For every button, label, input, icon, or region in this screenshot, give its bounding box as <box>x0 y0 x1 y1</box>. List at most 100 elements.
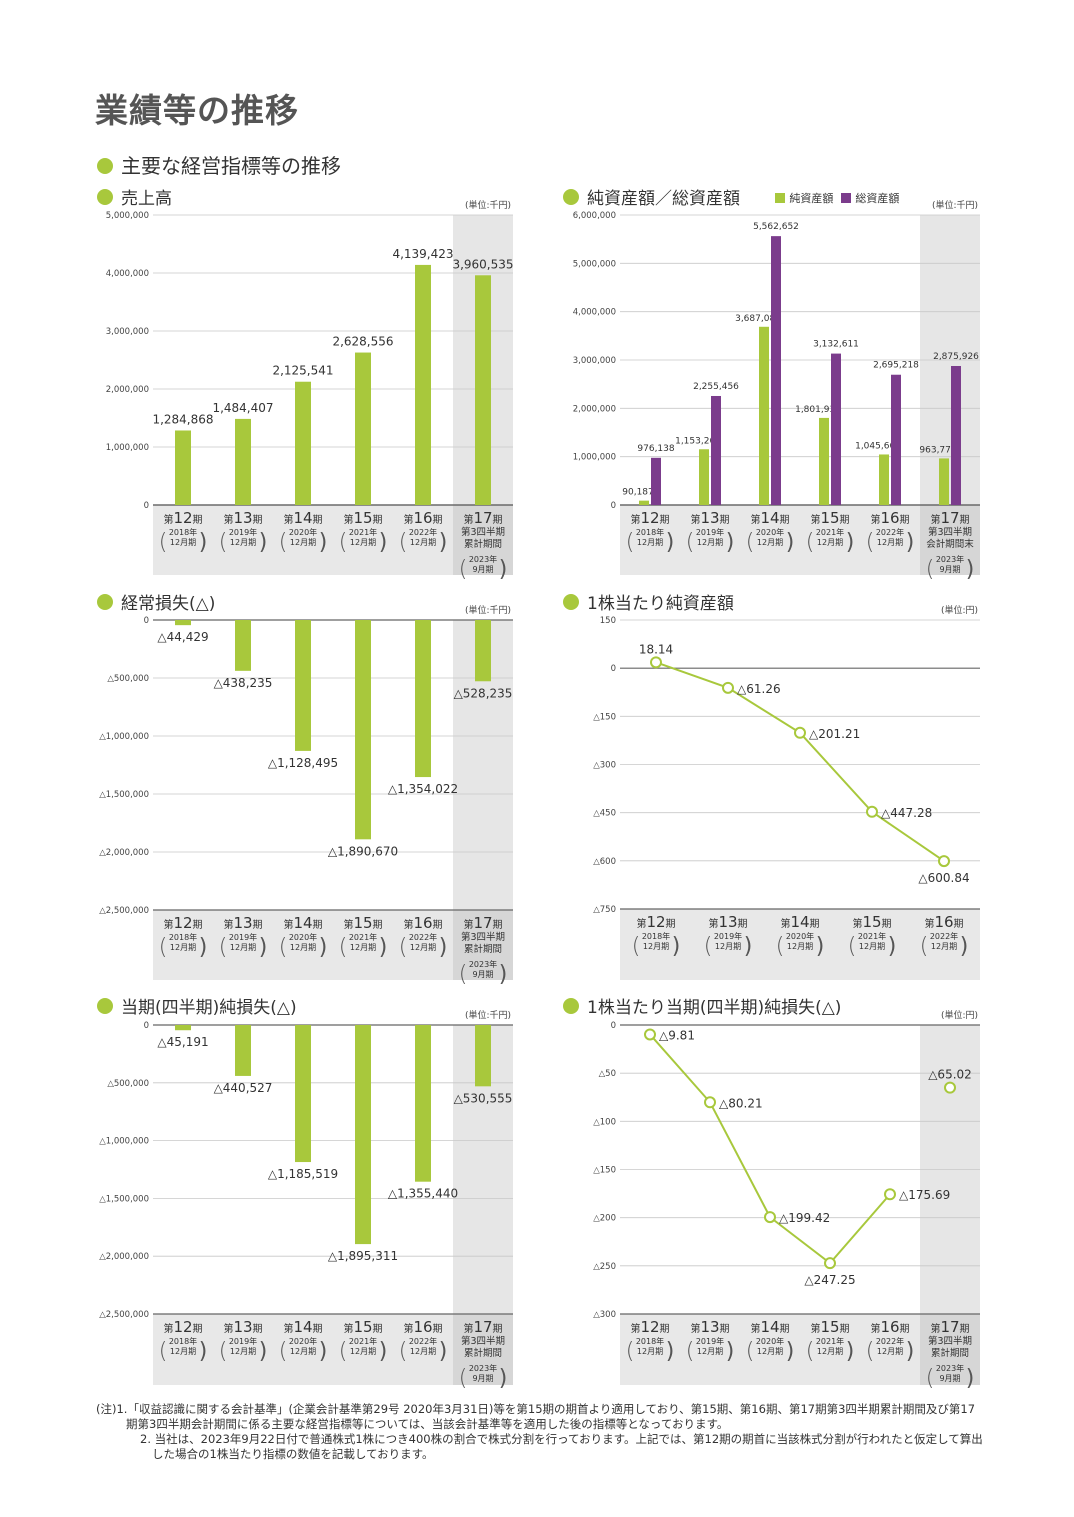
x-tick-period: 9月期 <box>472 1374 493 1383</box>
unit-label: (単位:千円) <box>932 199 978 211</box>
footnote-2: 2. 当社は、2023年9月22日付で普通株式1株につき400株の割合で株式分割… <box>140 1432 983 1461</box>
paren-right: ) <box>846 1339 855 1364</box>
y-tick-label: 0 <box>144 616 149 626</box>
data-label: 1,801,935 <box>795 405 841 415</box>
x-tick-period: 2018年 <box>169 1336 197 1346</box>
paren-right: ) <box>499 557 508 582</box>
y-tick-label: △500,000 <box>107 674 149 684</box>
x-tick-period: 2021年 <box>349 932 377 942</box>
data-label: 1,284,868 <box>152 412 213 426</box>
paren-left: ( <box>866 1339 875 1364</box>
y-tick-label: 3,000,000 <box>106 327 149 337</box>
data-point <box>884 1188 896 1201</box>
paren-right: ) <box>966 1366 975 1391</box>
x-tick-period: 12月期 <box>170 1347 196 1356</box>
x-tick-period: 12月期 <box>817 538 843 547</box>
paren-right: ) <box>439 1339 448 1364</box>
x-tick-sublabel: 累計期間 <box>464 538 502 550</box>
paren-left: ( <box>746 530 755 555</box>
x-tick-period: 2021年 <box>816 527 844 537</box>
x-axis-band <box>620 909 980 980</box>
bar <box>355 1025 371 1245</box>
paren-left: ( <box>219 935 228 960</box>
paren-left: ( <box>159 935 168 960</box>
x-tick-period: 2020年 <box>756 1336 784 1346</box>
data-label: 2,875,926 <box>933 352 979 362</box>
x-tick-period: 2019年 <box>696 1336 724 1346</box>
paren-right: ) <box>726 530 735 555</box>
bar <box>415 1025 431 1182</box>
y-tick-label: 4,000,000 <box>573 308 616 318</box>
chart-title-text: 売上高 <box>121 189 172 209</box>
paren-right: ) <box>672 934 681 959</box>
x-tick-label: 第16期 <box>403 1318 442 1336</box>
x-tick-sublabel: 第3四半期 <box>928 526 972 538</box>
x-tick-period: 2023年 <box>469 1363 497 1373</box>
x-tick-period: 2023年 <box>936 1363 964 1373</box>
bar <box>699 449 709 505</box>
data-label: 1,484,407 <box>212 401 273 415</box>
x-tick-period: 2022年 <box>409 932 437 942</box>
x-tick-period: 9月期 <box>472 970 493 979</box>
x-tick-period: 12月期 <box>757 538 783 547</box>
x-tick-period: 12月期 <box>877 1347 903 1356</box>
bullet-icon <box>97 189 113 205</box>
x-tick-label: 第15期 <box>343 914 382 932</box>
bar <box>175 620 191 626</box>
data-label: 18.14 <box>639 642 673 656</box>
y-tick-label: 0 <box>611 664 616 674</box>
y-tick-label: △100 <box>593 1117 616 1127</box>
legend-total-assets: 総資産額 <box>855 192 900 205</box>
y-tick-label: 1,000,000 <box>573 453 616 463</box>
x-tick-label: 第17期 <box>463 509 502 527</box>
x-tick-label: 第15期 <box>343 1318 382 1336</box>
bullet-icon <box>97 158 113 174</box>
x-tick-label: 第13期 <box>223 1318 262 1336</box>
data-label: 963,770 <box>919 445 956 455</box>
paren-right: ) <box>666 1339 675 1364</box>
y-tick-label: △250 <box>593 1262 616 1272</box>
legend-swatch-net-assets <box>775 193 786 203</box>
paren-right: ) <box>199 530 208 555</box>
paren-left: ( <box>926 1366 935 1391</box>
paren-right: ) <box>379 1339 388 1364</box>
paren-left: ( <box>920 934 929 959</box>
y-tick-label: △150 <box>593 1166 616 1176</box>
y-tick-label: 0 <box>611 1021 616 1031</box>
paren-right: ) <box>259 935 268 960</box>
chart-title-text: 1株当たり純資産額 <box>587 594 734 614</box>
x-tick-period: 2019年 <box>229 1336 257 1346</box>
x-tick-period: 2023年 <box>469 554 497 564</box>
x-tick-period: 12月期 <box>230 1347 256 1356</box>
x-tick-period: 12月期 <box>817 1347 843 1356</box>
unit-label: (単位:千円) <box>465 604 511 616</box>
highlight-column-label <box>453 1314 513 1385</box>
x-tick-label: 第16期 <box>403 509 442 527</box>
x-tick-period: 12月期 <box>643 942 669 951</box>
x-tick-period: 12月期 <box>290 943 316 952</box>
x-tick-period: 2018年 <box>636 1336 664 1346</box>
x-tick-period: 2022年 <box>876 527 904 537</box>
x-tick-sublabel: 第3四半期 <box>461 1335 505 1347</box>
bar <box>879 454 889 505</box>
paren-left: ( <box>746 1339 755 1364</box>
y-tick-label: △1,500,000 <box>99 790 149 800</box>
y-tick-label: △150 <box>593 712 616 722</box>
bar <box>831 353 841 505</box>
y-tick-label: △1,000,000 <box>99 732 149 742</box>
x-tick-period: 2022年 <box>930 931 958 941</box>
paren-left: ( <box>399 1339 408 1364</box>
y-tick-label: 0 <box>144 1021 149 1031</box>
paren-right: ) <box>259 530 268 555</box>
data-point <box>938 855 950 868</box>
x-tick-period: 12月期 <box>290 1347 316 1356</box>
paren-right: ) <box>499 962 508 987</box>
x-tick-period: 2019年 <box>229 932 257 942</box>
data-label: △438,235 <box>214 676 273 690</box>
paren-right: ) <box>666 530 675 555</box>
data-label: △1,895,311 <box>328 1249 398 1263</box>
chart-title-sales: 売上高 <box>97 184 172 209</box>
paren-left: ( <box>459 557 468 582</box>
bar <box>639 500 649 505</box>
x-tick-period: 12月期 <box>410 943 436 952</box>
